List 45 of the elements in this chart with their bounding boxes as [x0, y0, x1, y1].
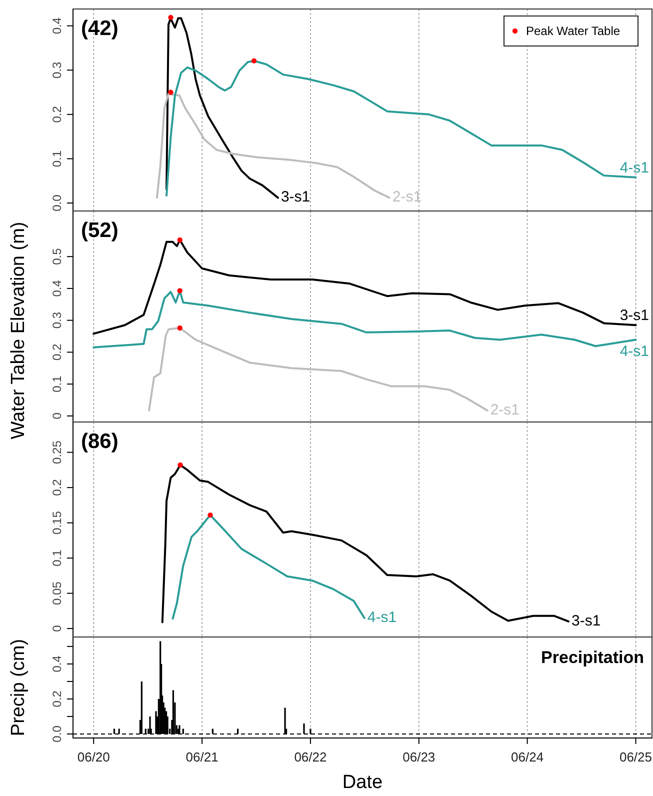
y-tick-label: 0.15 — [50, 510, 64, 534]
series-label: 4-s1 — [620, 342, 649, 360]
x-tick-label: 06/21 — [186, 749, 218, 764]
y-axis-title: Water Table Elevation (m) — [8, 222, 29, 440]
y-axis-title: Precip (cm) — [8, 638, 29, 736]
x-tick-label: 06/20 — [77, 749, 110, 764]
y-tick-label: 0.4 — [50, 655, 64, 672]
y-tick-label: 0.3 — [50, 312, 64, 329]
point — [177, 325, 182, 331]
series-label: 4-s1 — [620, 159, 649, 176]
series-label: 2-s1 — [490, 402, 520, 419]
series-label: 3-s1 — [572, 612, 601, 630]
y-tick-label: 0.4 — [50, 17, 64, 34]
y-tick-label: 0.05 — [50, 581, 64, 605]
legend-label: Peak Water Table — [526, 24, 620, 38]
y-tick-label: 0.25 — [50, 440, 64, 464]
x-axis-title: Date — [342, 772, 383, 793]
y-tick-label: 0.5 — [50, 248, 64, 265]
y-tick-label: 0.2 — [50, 106, 64, 123]
y-tick-label: 0 — [50, 624, 64, 632]
x-tick-label: 06/25 — [619, 749, 652, 764]
chart-title: (52) — [81, 219, 118, 242]
y-tick-label: 0.4 — [50, 280, 64, 297]
y-tick-label: 0.0 — [50, 725, 64, 742]
x-tick-label: 06/24 — [511, 749, 544, 764]
y-tick-label: 0.1 — [50, 375, 64, 392]
y-tick-label: 0.0 — [50, 194, 64, 212]
y-tick-label: 0.2 — [50, 344, 64, 361]
point — [177, 237, 182, 243]
series-label: 3-s1 — [620, 307, 649, 324]
text: Precipitation — [541, 648, 644, 667]
series-label: 3-s1 — [280, 188, 310, 206]
y-tick-label: 0 — [50, 412, 64, 420]
series-label: 4-s1 — [367, 608, 397, 626]
y-tick-label: 0.3 — [50, 61, 64, 78]
chart-title: (86) — [81, 430, 118, 453]
y-tick-label: 0.2 — [50, 478, 64, 496]
y-tick-label: 0.1 — [50, 150, 64, 168]
y-tick-label: 0.2 — [50, 690, 64, 708]
series-label: 2-s1 — [392, 188, 422, 206]
chart-title: (42) — [81, 17, 118, 40]
x-tick-label: 06/22 — [294, 749, 327, 764]
x-tick-label: 06/23 — [402, 749, 436, 764]
y-tick-label: 0.1 — [50, 549, 64, 566]
point — [177, 288, 182, 294]
